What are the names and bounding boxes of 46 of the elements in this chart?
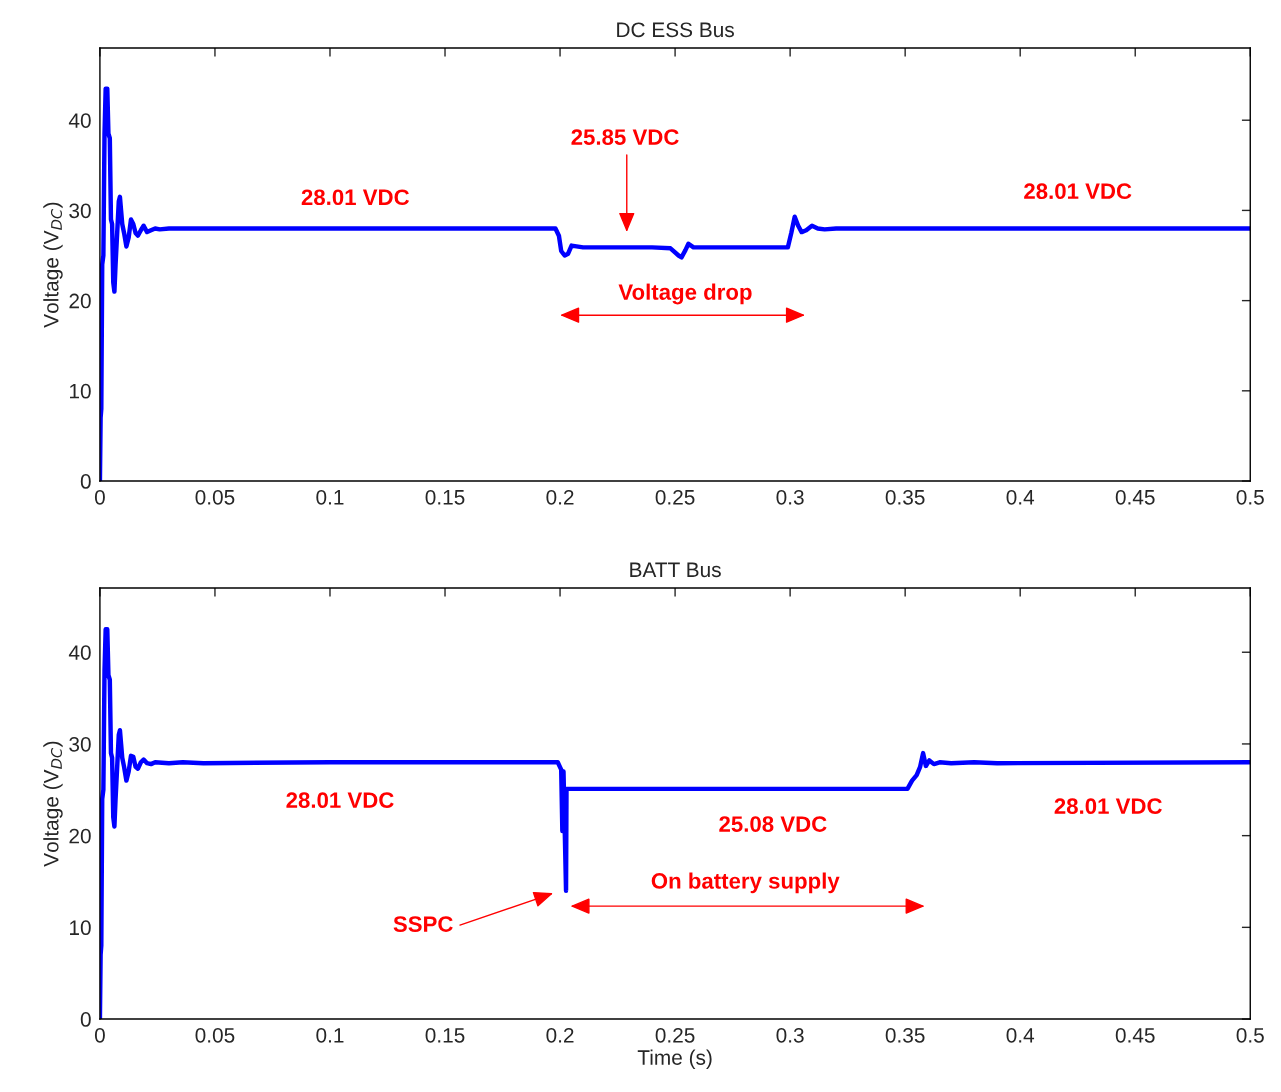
x-tick-label: 0.45 — [1115, 489, 1155, 505]
y-tick-label: 20 — [69, 828, 91, 844]
x-tick-label: 0.05 — [195, 1027, 235, 1043]
x-tick-label: 0.25 — [655, 1027, 695, 1043]
annotation: 28.01 VDC — [286, 792, 394, 808]
annotation: Voltage drop — [618, 283, 752, 305]
x-tick-label: 0.4 — [1006, 1027, 1035, 1043]
annotation: 28.01 VDC — [301, 189, 410, 206]
x-tick-label: 0.1 — [316, 1027, 344, 1043]
x-tick-label: 0.35 — [885, 489, 925, 505]
x-tick-label: 0.5 — [1236, 489, 1264, 505]
x-tick-label: 0.45 — [1115, 1027, 1155, 1043]
chart-title: DC ESS Bus — [617, 22, 734, 38]
y-axis-title: Voltage (V$_{DC}$) — [43, 202, 63, 328]
y-tick-label: 10 — [70, 383, 91, 399]
annotation: 25.08 VDC — [719, 816, 827, 832]
chart-title: BATT Bus — [630, 562, 721, 578]
x-tick-label: 0.3 — [776, 1027, 804, 1043]
x-tick-label: 0.2 — [546, 489, 574, 505]
annotation: On battery supply — [651, 872, 840, 894]
x-tick-label: 0 — [94, 489, 105, 505]
annotation: 25.85 VDC — [571, 129, 679, 145]
y-tick-label: 40 — [68, 645, 91, 660]
x-tick-label: 0.05 — [195, 489, 235, 505]
annotation: 28.01 VDC — [1024, 183, 1132, 200]
annotation: 28.01 VDC — [1054, 798, 1162, 814]
y-tick-label: 30 — [69, 203, 91, 219]
x-tick-label: 0.15 — [425, 489, 465, 505]
x-tick-label: 0.1 — [316, 489, 344, 505]
y-tick-label: 20 — [69, 293, 91, 309]
y-axis-title: Voltage (V$_{DC}$) — [43, 741, 63, 867]
x-tick-label: 0.25 — [655, 489, 695, 505]
x-tick-label: 0 — [94, 1027, 105, 1043]
x-tick-label: 0.35 — [885, 1027, 925, 1043]
x-axis-title: Time (s) — [637, 1049, 712, 1069]
x-tick-label: 0.3 — [776, 489, 804, 505]
y-tick-label: 30 — [69, 736, 91, 752]
y-tick-label: 10 — [70, 920, 91, 936]
y-tick-label: 40 — [68, 113, 91, 128]
x-tick-label: 0.15 — [425, 1027, 465, 1043]
x-tick-label: 0.4 — [1006, 489, 1035, 505]
y-tick-label: 0 — [80, 474, 91, 489]
y-tick-label: 0 — [80, 1012, 91, 1027]
x-tick-label: 0.2 — [546, 1027, 574, 1043]
annotation: SSPC — [393, 916, 453, 932]
x-tick-label: 0.5 — [1236, 1027, 1264, 1043]
